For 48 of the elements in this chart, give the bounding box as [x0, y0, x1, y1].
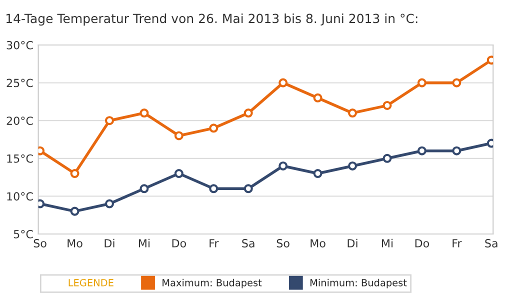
x-tick-label: Di — [104, 238, 114, 248]
y-tick-label: 10°C — [7, 192, 33, 201]
point — [140, 108, 149, 118]
x-tick-label: Mi — [138, 238, 150, 248]
x-tick-label: Fr — [210, 239, 219, 248]
point — [382, 100, 392, 110]
point — [104, 199, 114, 208]
point — [244, 108, 253, 118]
point — [417, 78, 426, 88]
point — [382, 154, 392, 163]
point — [174, 169, 184, 178]
y-tick-label: 15°C — [7, 154, 33, 163]
x-tick-label: So — [276, 239, 290, 248]
legend-title: LEGENDE — [68, 279, 114, 286]
x-tick-label: So — [34, 239, 46, 248]
point — [348, 108, 358, 118]
point — [209, 184, 218, 194]
point — [174, 131, 184, 140]
x-tick-label: Do — [172, 239, 186, 248]
x-tick-label: Di — [348, 238, 358, 248]
point — [313, 169, 322, 178]
point — [452, 146, 462, 156]
x-tick-label: Mi — [382, 238, 393, 248]
point — [244, 184, 253, 194]
point — [70, 206, 80, 216]
point — [348, 161, 358, 170]
y-tick-label: 5°C — [14, 230, 33, 238]
x-tick-label: Sa — [242, 239, 254, 248]
point — [313, 93, 322, 102]
x-tick-label: Do — [415, 239, 430, 248]
point — [70, 169, 80, 178]
point — [278, 161, 288, 170]
x-tick-label: Mo — [310, 239, 326, 248]
y-tick-label: 20°C — [6, 116, 33, 125]
point — [452, 78, 462, 88]
x-tick-label: Sa — [485, 239, 498, 248]
legend-label: Minimum: Budapest — [310, 278, 407, 288]
point — [417, 146, 426, 156]
x-tick-label: Mo — [68, 239, 82, 248]
point — [278, 78, 288, 88]
point — [104, 116, 114, 126]
y-tick-label: 25°C — [6, 78, 33, 88]
point — [209, 124, 218, 133]
y-tick-label: 30°C — [6, 40, 33, 50]
legend-label: Maximum: Budapest — [162, 278, 262, 288]
point — [140, 184, 149, 194]
x-tick-label: Fr — [452, 239, 462, 248]
chart-title: 14-Tage Temperatur Trend von 26. Mai 2013 bis 8. Juni 2013 in °C: — [6, 14, 418, 26]
